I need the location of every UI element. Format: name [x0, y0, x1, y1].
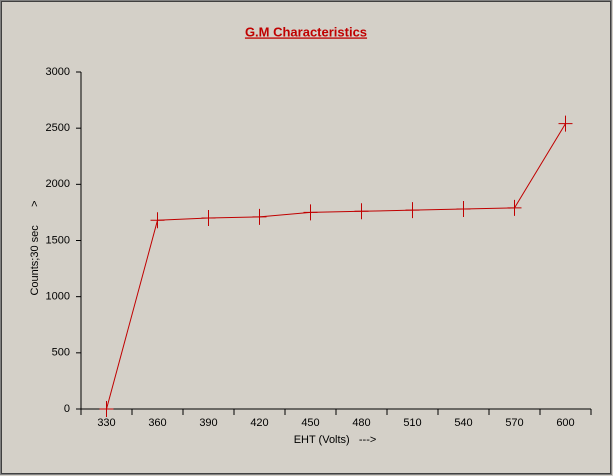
marker [558, 115, 573, 132]
y-tick-label: 3000 [46, 66, 70, 78]
x-tick-label: 510 [403, 417, 421, 429]
y-tick-label: 2000 [46, 178, 70, 190]
x-tick-label: 360 [148, 417, 166, 429]
x-tick-label: 420 [250, 417, 268, 429]
x-tick-label: 570 [505, 417, 523, 429]
marker [303, 204, 318, 221]
y-tick-label: 1500 [46, 234, 70, 246]
x-tick-label: 600 [556, 417, 574, 429]
y-tick-label: 1000 [46, 291, 70, 303]
marker [99, 401, 114, 417]
line [106, 123, 566, 410]
marker [405, 202, 420, 219]
marker [507, 199, 522, 216]
x-tick-label: 330 [97, 417, 115, 429]
marker [252, 208, 267, 225]
x-tick-label: 390 [199, 417, 217, 429]
y-tick-label: 500 [52, 347, 70, 359]
y-tick-label: 2500 [46, 122, 70, 134]
x-axis-label: EHT (Volts) ---> [294, 434, 377, 446]
y-axis-label: Counts;30 sec > [29, 200, 41, 295]
marker [456, 201, 471, 218]
x-tick-label: 540 [454, 417, 472, 429]
y-tick-label: 0 [64, 403, 70, 415]
x-tick-label: 450 [301, 417, 319, 429]
marker [201, 210, 216, 227]
x-tick-label: 480 [352, 417, 370, 429]
chart-title: G.M Characteristics [245, 24, 367, 39]
marker [150, 212, 165, 229]
marker [354, 203, 369, 220]
